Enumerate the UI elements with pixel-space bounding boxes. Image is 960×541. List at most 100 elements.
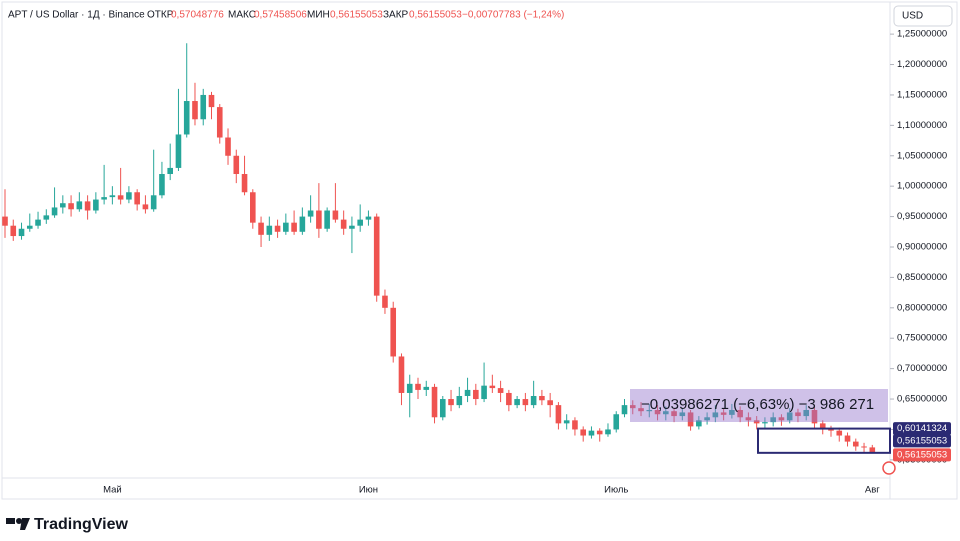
candle-body	[852, 441, 859, 447]
candle-body	[26, 225, 33, 229]
candle-body	[489, 385, 496, 389]
candle-body	[811, 409, 818, 424]
candle-body	[233, 155, 240, 175]
candle-body	[613, 414, 620, 430]
candle-body	[762, 422, 768, 424]
candle-body	[266, 225, 273, 235]
candle-body	[406, 383, 413, 393]
change-value: −0,00707783 (−1,24%)	[462, 10, 564, 21]
close-label: ЗАКР	[383, 10, 409, 21]
y-tick-label: 0,65000000	[897, 394, 947, 405]
high-value: 0,57458506	[254, 10, 307, 21]
logo-text: TradingView	[34, 516, 129, 533]
price-label: 0,56155053	[897, 435, 947, 446]
low-label: МИН	[307, 10, 330, 21]
currency-label: USD	[902, 11, 923, 22]
candle-body	[778, 417, 785, 421]
range-rect	[757, 427, 891, 454]
open-value: 0,57048776	[171, 10, 224, 21]
candle-body	[654, 409, 661, 415]
candle-body	[514, 399, 520, 406]
candle-body	[365, 216, 372, 220]
candle-body	[398, 356, 405, 393]
candle-body	[828, 429, 834, 431]
candle-body	[175, 134, 182, 168]
candle-body	[605, 429, 611, 435]
candle-body	[349, 225, 355, 229]
candle-body	[117, 195, 124, 200]
candle-body	[340, 219, 347, 229]
candle-body	[629, 405, 636, 409]
candle-body	[241, 174, 248, 193]
candle-body	[456, 395, 463, 406]
candle-body	[638, 408, 644, 412]
candle-body	[497, 388, 504, 393]
price-label: 0,60141324	[897, 423, 947, 434]
y-tick-label: 0,70000000	[897, 363, 947, 374]
candle-body	[60, 203, 66, 208]
candle-body	[729, 409, 735, 415]
y-tick-label: 1,20000000	[897, 59, 947, 70]
candle-body	[473, 389, 479, 400]
candle-body	[93, 199, 99, 211]
y-tick-label: 0,80000000	[897, 302, 947, 313]
candle-body	[580, 429, 586, 436]
candle-body	[150, 195, 157, 210]
currency-button[interactable]	[893, 5, 953, 27]
candle-body	[208, 94, 215, 108]
candle-body	[621, 405, 628, 415]
candle-body	[861, 446, 867, 448]
measure-label: −0,03986271 (−6,63%) −3 986 271	[641, 396, 874, 413]
candle-body	[84, 201, 91, 211]
candle-body	[142, 204, 149, 210]
candle-body	[745, 417, 752, 421]
y-tick-label: 1,25000000	[897, 29, 947, 40]
candle-body	[43, 215, 50, 220]
y-tick-label: 1,15000000	[897, 89, 947, 100]
logo: TradingView	[6, 516, 129, 533]
alert-icon	[882, 461, 896, 475]
x-tick-label: Июль	[604, 485, 628, 496]
candle-body	[431, 386, 438, 418]
candle-body	[415, 383, 421, 390]
candle-body	[192, 101, 198, 120]
candle-body	[539, 395, 545, 401]
candle-body	[439, 399, 446, 418]
candle-body	[258, 222, 264, 235]
candle-body	[10, 225, 17, 237]
candle-body	[18, 228, 25, 237]
candle-body	[696, 420, 702, 427]
candle-body	[588, 430, 595, 436]
chart-frame	[1, 1, 958, 500]
candle-body	[704, 417, 710, 421]
candle-body	[720, 412, 727, 415]
candle-body	[819, 423, 826, 430]
candle-body	[555, 405, 562, 424]
candle-body	[687, 412, 694, 427]
y-tick-label: 0,75000000	[897, 333, 947, 344]
candle-body	[316, 210, 322, 229]
candle-body	[522, 399, 529, 406]
candle-body	[332, 210, 339, 220]
y-tick-label: 1,10000000	[897, 120, 947, 131]
candle-body	[596, 430, 603, 435]
candle-body	[216, 107, 223, 138]
candle-body	[786, 412, 793, 421]
candle-body	[572, 420, 578, 430]
candle-body	[76, 201, 83, 210]
price-label-box	[893, 434, 951, 448]
candle-body	[307, 210, 314, 217]
candle-body	[109, 195, 116, 198]
candle-body	[373, 216, 380, 296]
candle-body	[464, 389, 471, 396]
candle-body	[530, 395, 537, 406]
y-tick-label: 1,00000000	[897, 181, 947, 192]
candle-body	[836, 430, 843, 436]
y-tick-label: 0,90000000	[897, 242, 947, 253]
plot-area: 0,550000000,600000000,650000000,70000000…	[2, 29, 951, 496]
candle-body	[51, 207, 58, 216]
candle-body	[506, 392, 512, 406]
price-label-box	[893, 448, 951, 462]
candle-body	[101, 197, 107, 200]
